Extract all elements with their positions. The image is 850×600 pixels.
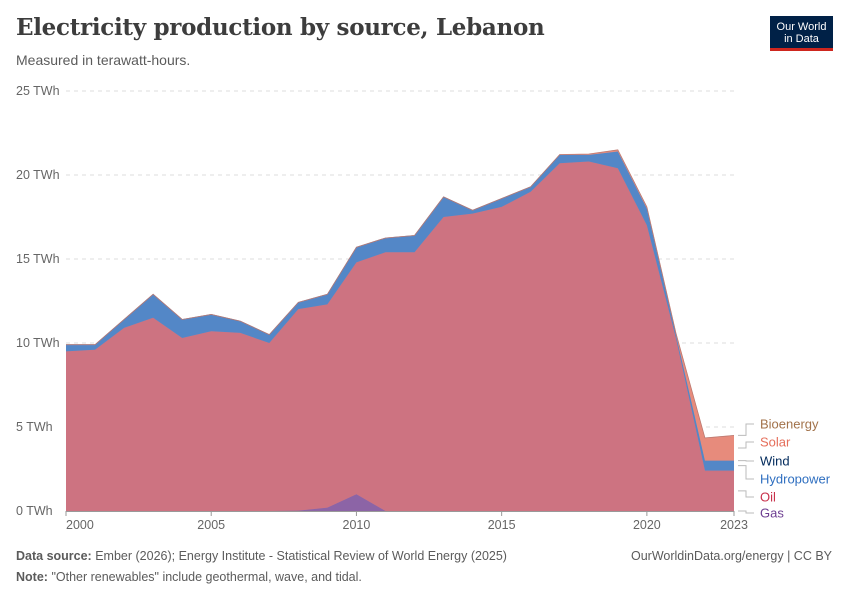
legend-label-solar: Solar	[760, 435, 791, 450]
legend-connector	[738, 423, 754, 436]
y-tick-label: 10 TWh	[16, 336, 60, 350]
y-tick-label: 0 TWh	[16, 504, 53, 518]
y-tick-label: 15 TWh	[16, 252, 60, 266]
x-tick-label: 2010	[343, 518, 371, 532]
license-link[interactable]: OurWorldinData.org/energy | CC BY	[630, 549, 832, 563]
legend-label-gas: Gas	[760, 506, 784, 521]
y-tick-label: 20 TWh	[16, 168, 60, 182]
legend-label-hydropower: Hydropower	[760, 472, 831, 487]
total-outline	[66, 149, 735, 439]
x-tick-label: 2023	[720, 518, 748, 532]
owid-logo[interactable]: Our World in Data	[770, 16, 833, 51]
note-label: Note:	[16, 570, 48, 584]
note-text: "Other renewables" include geothermal, w…	[51, 570, 362, 584]
legend-label-bioenergy: Bioenergy	[760, 417, 819, 432]
x-tick-label: 2000	[66, 518, 94, 532]
x-tick-label: 2015	[488, 518, 516, 532]
chart-subtitle: Measured in terawatt-hours.	[16, 52, 191, 68]
legend-connector	[738, 441, 754, 449]
data-source: Data source: Ember (2026); Energy Instit…	[16, 549, 507, 563]
legend-connector	[738, 465, 754, 480]
source-label: Data source:	[16, 549, 92, 563]
y-tick-label: 5 TWh	[16, 420, 53, 434]
legend-connector	[738, 510, 754, 514]
legend-label-oil: Oil	[760, 490, 776, 505]
legend-label-wind: Wind	[760, 454, 790, 469]
y-tick-label: 25 TWh	[16, 84, 60, 98]
area-oil	[66, 161, 734, 511]
chart-title: Electricity production by source, Lebano…	[16, 14, 545, 41]
legend-connector	[738, 490, 754, 498]
x-tick-label: 2005	[197, 518, 225, 532]
source-text[interactable]: Ember (2026); Energy Institute - Statist…	[95, 549, 507, 563]
x-tick-label: 2020	[633, 518, 661, 532]
note: Note: "Other renewables" include geother…	[16, 570, 362, 584]
